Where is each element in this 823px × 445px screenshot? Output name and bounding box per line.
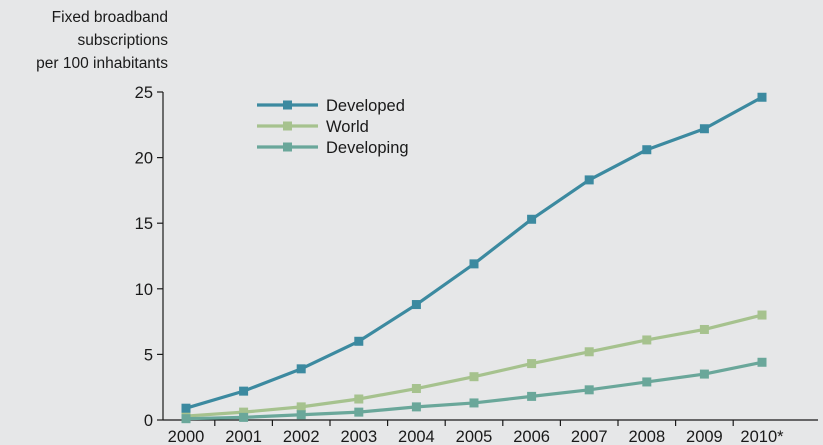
data-point xyxy=(411,300,421,310)
data-point xyxy=(584,175,594,185)
data-point xyxy=(181,403,191,413)
y-tick-label: 5 xyxy=(144,346,153,364)
y-tick-label: 15 xyxy=(135,215,153,233)
y-tick-label: 25 xyxy=(135,84,153,102)
data-point xyxy=(527,359,537,369)
series-group xyxy=(181,92,767,424)
data-point xyxy=(699,369,709,379)
data-point xyxy=(296,410,306,420)
x-tick-label: 2009 xyxy=(686,428,723,445)
legend-label: World xyxy=(326,118,369,136)
x-tick-label: 2001 xyxy=(225,428,262,445)
x-tick-label: 2007 xyxy=(571,428,608,445)
x-tick-label: 2003 xyxy=(340,428,377,445)
data-point xyxy=(584,347,594,357)
data-point xyxy=(239,386,249,396)
data-point xyxy=(181,414,191,424)
x-tick-label: 2010* xyxy=(740,428,784,445)
legend-swatch-marker xyxy=(283,100,292,110)
legend-label: Developing xyxy=(326,139,409,157)
legend-item-world: World xyxy=(257,118,369,136)
y-tick-label: 0 xyxy=(144,412,153,430)
data-point xyxy=(642,145,652,155)
legend: Developed World Developing xyxy=(257,97,409,157)
data-point xyxy=(699,124,709,134)
x-tick-label: 2008 xyxy=(628,428,665,445)
x-tick-label: 2004 xyxy=(398,428,435,445)
y-axis-ticks: 0 5 10 15 20 25 xyxy=(135,84,163,430)
data-point xyxy=(411,384,421,394)
data-point xyxy=(757,357,767,367)
legend-swatch-marker xyxy=(283,142,292,152)
data-point xyxy=(469,259,479,269)
data-point xyxy=(239,407,249,417)
data-point xyxy=(469,372,479,382)
legend-item-developing: Developing xyxy=(257,139,409,157)
series-world xyxy=(181,310,767,421)
series-line xyxy=(185,95,763,410)
legend-item-developed: Developed xyxy=(257,97,405,115)
x-tick-label: 2000 xyxy=(168,428,205,445)
y-axis-label-line-1: Fixed broadband xyxy=(52,9,168,26)
data-point xyxy=(469,398,479,408)
x-tick-label: 2002 xyxy=(283,428,320,445)
data-point xyxy=(296,364,306,374)
series-developed xyxy=(181,92,767,413)
x-axis-ticks: 2000 2001 2002 2003 2004 2005 2006 2007 2008 2009… xyxy=(168,420,784,445)
data-point xyxy=(527,214,537,224)
y-axis-label-line-3: per 100 inhabitants xyxy=(36,55,168,72)
data-point xyxy=(527,391,537,401)
data-point xyxy=(642,335,652,345)
data-point xyxy=(757,310,767,320)
y-tick-label: 10 xyxy=(135,281,153,299)
data-point xyxy=(411,402,421,412)
series-developing xyxy=(181,357,767,424)
legend-swatch-marker xyxy=(283,121,292,131)
data-point xyxy=(757,92,767,102)
x-tick-label: 2005 xyxy=(456,428,493,445)
legend-label: Developed xyxy=(326,97,405,115)
data-point xyxy=(354,407,364,417)
data-point xyxy=(239,412,249,422)
data-point xyxy=(699,324,709,334)
y-tick-label: 20 xyxy=(135,150,153,168)
y-axis-label-line-2: subscriptions xyxy=(78,32,169,49)
data-point xyxy=(642,377,652,387)
data-point xyxy=(354,336,364,346)
data-point xyxy=(354,394,364,404)
data-point xyxy=(584,385,594,395)
data-point xyxy=(296,402,306,412)
x-tick-label: 2006 xyxy=(513,428,550,445)
